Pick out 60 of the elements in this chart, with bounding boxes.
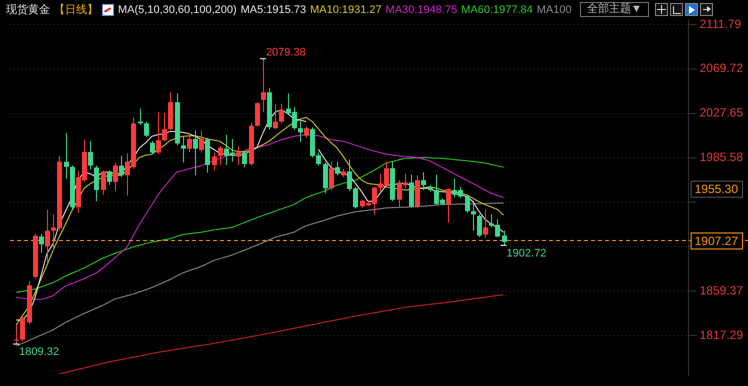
candlestick: [279, 103, 284, 124]
candlestick: [298, 120, 303, 143]
candlestick: [45, 208, 50, 264]
candlestick: [150, 140, 155, 155]
y-tick-label: 2027.65: [700, 106, 744, 120]
candlestick: [465, 194, 470, 214]
annotation: 2079.38: [266, 46, 306, 59]
y-tick-label: 2111.79: [700, 16, 742, 31]
text: 全部主题▼: [580, 2, 649, 17]
annotation: 1902.72: [506, 247, 546, 260]
candlestick: [483, 208, 488, 238]
text: MA5:1915.73: [240, 4, 306, 16]
candlestick: [187, 132, 192, 152]
ref-line-label: 1907.27: [694, 234, 738, 248]
candlestick: [144, 121, 149, 138]
candlestick: [39, 233, 44, 254]
y-tick-label: 1817.29: [700, 328, 744, 342]
y-tick-label: 1859.37: [700, 283, 744, 298]
candlestick: [236, 146, 241, 166]
candlestick: [162, 112, 167, 142]
candlestick: [113, 162, 118, 192]
candlestick: [94, 165, 99, 202]
candlestick: [477, 214, 482, 238]
candlestick: [107, 170, 112, 186]
candlestick: [421, 172, 426, 190]
candlestick: [193, 130, 198, 176]
candlestick: [242, 150, 247, 168]
candlestick: [273, 103, 278, 130]
legend-title: MA(5,10,30,60,100,200): [118, 4, 237, 16]
candlestick: [304, 126, 309, 138]
candlestick: [20, 316, 25, 342]
text: MA60:1977.84: [461, 4, 533, 16]
candlestick: [199, 130, 204, 154]
candlestick: [446, 188, 451, 224]
candlestick: [101, 170, 106, 196]
chart-subtitle: 【日线】: [54, 2, 98, 17]
chart-title: 现货黄金: [6, 3, 50, 17]
candlestick: [181, 136, 186, 163]
y-tick-label: 1985.58: [700, 150, 744, 164]
text: 1955.30: [694, 182, 738, 196]
candlestick: [212, 152, 217, 171]
candlestick: [409, 174, 414, 208]
candlestick: [261, 58, 266, 112]
candlestick: [335, 161, 340, 176]
candlestick: [119, 155, 124, 178]
candlestick: [14, 324, 19, 345]
candlestick: [88, 140, 93, 170]
text: MA10:1931.27: [310, 4, 382, 16]
candlestick: [218, 146, 223, 166]
candlestick: [329, 161, 334, 190]
candlestick: [255, 102, 260, 127]
text: MA100: [536, 4, 572, 16]
candlestick: [64, 132, 69, 180]
candlestick: [138, 108, 143, 126]
text: MA30:1948.75: [386, 4, 458, 16]
candlestick: [471, 204, 476, 232]
candlestick: [502, 230, 507, 246]
candlestick: [156, 111, 161, 155]
y-tick-label: 2069.72: [700, 61, 744, 76]
annotation: 1809.32: [19, 346, 59, 358]
